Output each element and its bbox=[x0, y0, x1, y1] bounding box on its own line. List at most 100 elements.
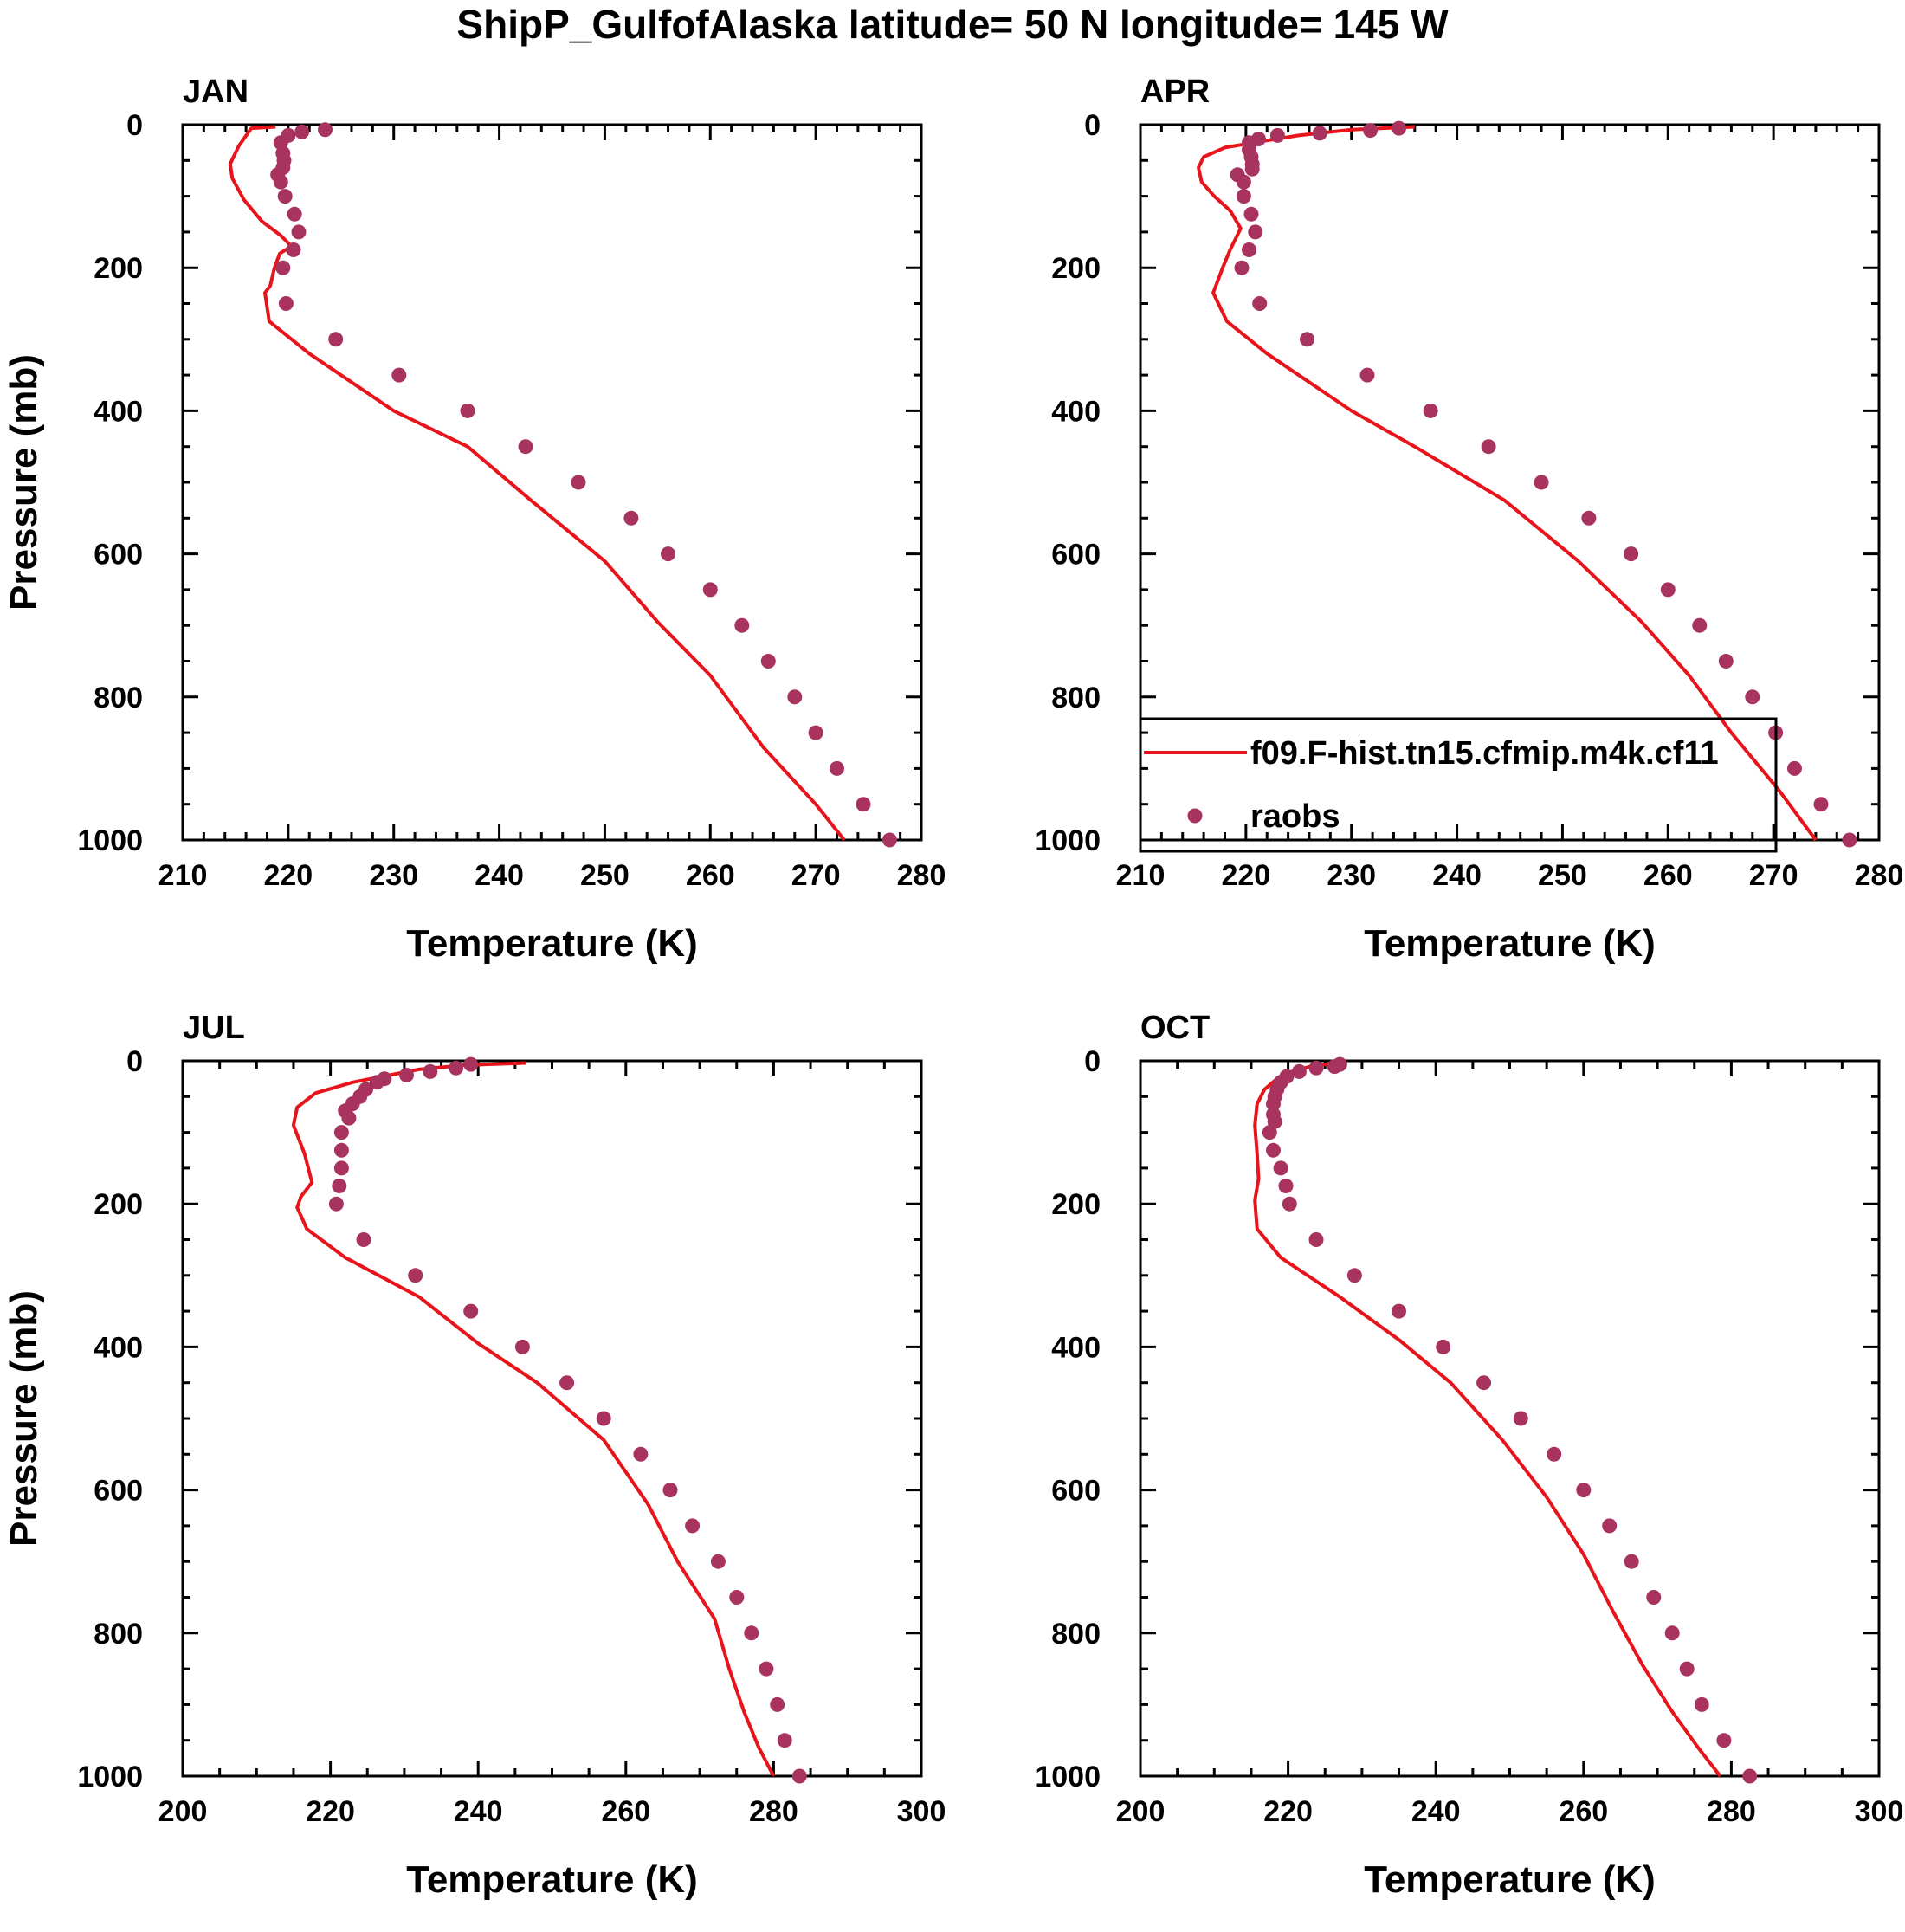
y-tick-label: 400 bbox=[1051, 1331, 1101, 1364]
obs-point bbox=[1242, 242, 1256, 257]
obs-point bbox=[661, 546, 675, 562]
obs-point bbox=[559, 1375, 575, 1391]
y-tick-label: 200 bbox=[1051, 252, 1101, 285]
figure-title: ShipP_GulfofAlaska latitude= 50 N longit… bbox=[456, 2, 1449, 47]
x-tick-label: 240 bbox=[454, 1795, 503, 1828]
x-tick-label: 260 bbox=[686, 859, 735, 892]
obs-point bbox=[318, 122, 333, 138]
obs-point bbox=[1481, 439, 1496, 455]
x-tick-label: 260 bbox=[1559, 1795, 1608, 1828]
y-tick-label: 600 bbox=[94, 1475, 143, 1508]
x-tick-label: 220 bbox=[263, 859, 313, 892]
obs-point bbox=[1423, 403, 1438, 418]
x-tick-label: 240 bbox=[1432, 859, 1482, 892]
y-tick-label: 1000 bbox=[77, 824, 143, 857]
panel-jan: 210 220 230 240 250 260 270 280 0 200 400 600 800 100… bbox=[3, 74, 946, 965]
x-tick-label: 280 bbox=[1855, 859, 1904, 892]
obs-point bbox=[1576, 1483, 1592, 1498]
y-tick-label: 400 bbox=[94, 395, 143, 428]
obs-point bbox=[1664, 1625, 1680, 1641]
y-tick-label: 1000 bbox=[77, 1761, 143, 1793]
y-tick-label: 800 bbox=[94, 1618, 143, 1651]
obs-point bbox=[1624, 1554, 1639, 1569]
obs-point bbox=[278, 296, 294, 311]
obs-point bbox=[1718, 654, 1734, 669]
y-tick-label: 200 bbox=[1051, 1188, 1101, 1221]
obs-point bbox=[399, 1068, 414, 1082]
panels: 210 220 230 240 250 260 270 280 0 200 400 600 800 100… bbox=[3, 74, 1903, 1901]
plot-frame bbox=[181, 1059, 923, 1778]
obs-point bbox=[685, 1518, 701, 1534]
panel-title: OCT bbox=[1140, 1010, 1210, 1046]
x-tick-label: 200 bbox=[158, 1795, 208, 1828]
y-tick-label: 1000 bbox=[1035, 824, 1101, 857]
y-tick-label: 0 bbox=[1084, 1045, 1101, 1078]
y-tick-label: 600 bbox=[94, 539, 143, 572]
y-tick-label: 600 bbox=[1051, 1475, 1101, 1508]
x-tick-label: 280 bbox=[897, 859, 946, 892]
legend-model-label: f09.F-hist.tn15.cfmip.m4k.cf11 bbox=[1250, 735, 1719, 772]
obs-point bbox=[1234, 260, 1250, 275]
obs-point bbox=[1716, 1733, 1732, 1748]
obs-point bbox=[449, 1060, 464, 1076]
legend: f09.F-hist.tn15.cfmip.m4k.cf11 raobs bbox=[1139, 717, 1778, 853]
legend-obs-swatch bbox=[1187, 808, 1203, 824]
obs-point bbox=[369, 1075, 384, 1090]
obs-point bbox=[1513, 1411, 1528, 1426]
panel-oct: 200 220 240 260 280 300 0 200 400 600 800 1000 OCT Te… bbox=[1035, 1010, 1903, 1901]
obs-point bbox=[1243, 206, 1259, 222]
y-tick-label: 800 bbox=[1051, 682, 1101, 714]
x-tick-label: 270 bbox=[1749, 859, 1798, 892]
obs-point bbox=[1300, 332, 1314, 347]
panel-apr: 210 220 230 240 250 260 270 280 0 200 400 600 800 100… bbox=[1035, 74, 1903, 965]
obs-point bbox=[623, 510, 639, 526]
obs-point bbox=[1787, 760, 1802, 776]
obs-point bbox=[1694, 1696, 1709, 1712]
x-axis-title: Temperature (K) bbox=[406, 1858, 698, 1901]
obs-point bbox=[787, 689, 803, 705]
obs-point bbox=[710, 1554, 726, 1569]
obs-point bbox=[275, 260, 291, 275]
obs-point bbox=[770, 1696, 785, 1712]
obs-point bbox=[273, 174, 288, 190]
y-tick-label: 1000 bbox=[1035, 1761, 1101, 1793]
obs-point bbox=[1266, 1142, 1281, 1158]
obs-point bbox=[1269, 127, 1285, 143]
x-tick-label: 300 bbox=[1855, 1795, 1904, 1828]
panel-jul: 200 220 240 260 280 300 0 200 400 600 800 1000 JUL Te… bbox=[3, 1010, 946, 1901]
obs-point bbox=[1392, 120, 1406, 136]
y-tick-label: 400 bbox=[1051, 395, 1101, 428]
obs-point bbox=[286, 242, 301, 257]
obs-point bbox=[791, 1768, 807, 1784]
obs-point bbox=[1660, 582, 1676, 598]
obs-point bbox=[702, 582, 718, 598]
obs-point bbox=[777, 1733, 792, 1748]
y-axis-title: Pressure (mb) bbox=[3, 354, 45, 611]
obs-point bbox=[734, 617, 750, 633]
obs-point bbox=[1742, 1768, 1758, 1784]
x-tick-label: 270 bbox=[791, 859, 841, 892]
x-tick-label: 280 bbox=[749, 1795, 798, 1828]
obs-point bbox=[1602, 1518, 1618, 1534]
obs-point bbox=[1308, 1060, 1324, 1076]
obs-point bbox=[1236, 174, 1251, 190]
x-tick-label: 300 bbox=[897, 1795, 946, 1828]
y-axis-title: Pressure (mb) bbox=[3, 1290, 45, 1547]
obs-point bbox=[1745, 689, 1760, 705]
legend-obs-label: raobs bbox=[1250, 798, 1340, 835]
obs-point bbox=[1252, 296, 1268, 311]
model-line bbox=[228, 125, 846, 842]
obs-point bbox=[460, 403, 475, 418]
obs-point bbox=[1363, 123, 1379, 139]
x-tick-label: 260 bbox=[1643, 859, 1693, 892]
panel-title: JUL bbox=[183, 1010, 245, 1046]
obs-point bbox=[333, 1142, 349, 1158]
x-tick-label: 260 bbox=[601, 1795, 650, 1828]
legend-box bbox=[1139, 717, 1778, 853]
x-axis-title: Temperature (K) bbox=[1364, 922, 1656, 965]
obs-point bbox=[1534, 475, 1549, 490]
model-line bbox=[1253, 1061, 1722, 1778]
obs-point bbox=[759, 1661, 774, 1677]
obs-point bbox=[1624, 546, 1639, 562]
